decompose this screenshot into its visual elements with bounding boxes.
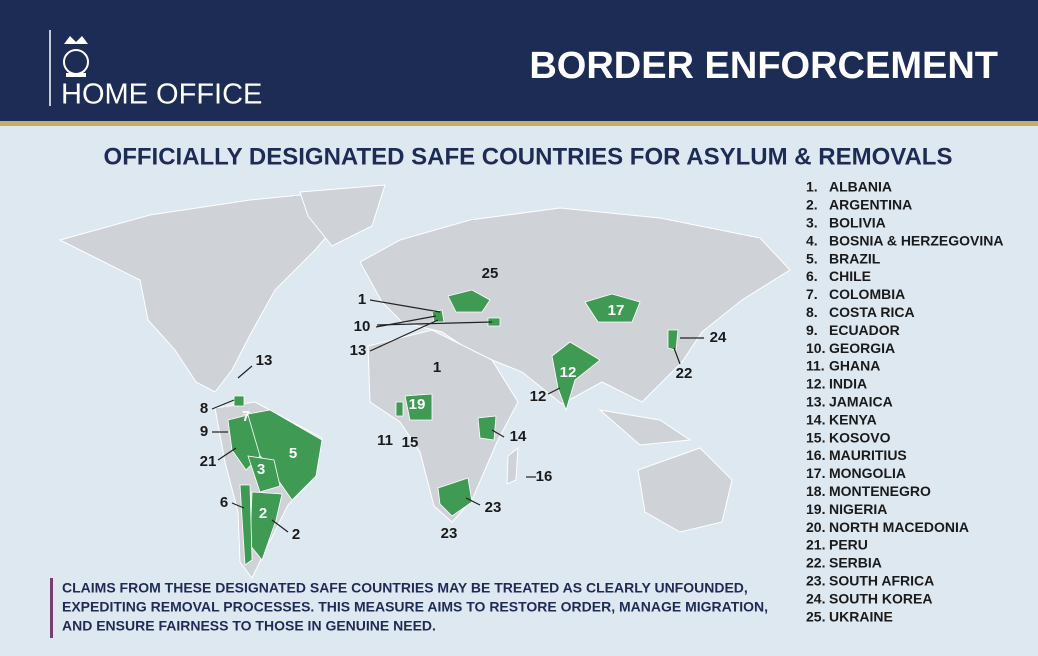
country-number: 20. (806, 519, 825, 535)
map-label: 22 (676, 365, 693, 382)
country-name: NORTH MACEDONIA (829, 519, 969, 535)
map-label: 6 (220, 494, 228, 511)
country-name: MONTENEGRO (829, 483, 931, 499)
country-name: JAMAICA (829, 394, 893, 410)
map-label: 17 (608, 302, 625, 319)
map-label: 2 (259, 505, 267, 522)
map-label: 10 (354, 318, 371, 335)
org-name: HOME OFFICE (61, 79, 262, 111)
country-number: 5. (806, 250, 818, 266)
country-number: 25. (806, 608, 825, 624)
footer-accent (50, 578, 53, 638)
country-number: 18. (806, 483, 825, 499)
map-label: 19 (409, 396, 426, 413)
map-label: 16 (536, 468, 553, 485)
map-label: 9 (200, 423, 208, 440)
map-label: 7 (242, 408, 250, 425)
crest (63, 36, 89, 77)
country-name: COSTA RICA (829, 304, 915, 320)
country-name: COLOMBIA (829, 286, 905, 302)
country-number: 4. (806, 232, 818, 248)
country-name: NIGERIA (829, 501, 887, 517)
country-number: 12. (806, 376, 825, 392)
map-label: 5 (289, 445, 297, 462)
country-number: 10. (806, 340, 825, 356)
country-name: MAURITIUS (829, 447, 907, 463)
country-number: 3. (806, 215, 818, 231)
map-label: 24 (710, 329, 727, 346)
country-number: 13. (806, 394, 825, 410)
map-label: 14 (510, 428, 527, 445)
map-label: 12 (560, 364, 577, 381)
map-label: 13 (256, 352, 273, 369)
country-name: INDIA (829, 376, 867, 392)
country-number: 8. (806, 304, 818, 320)
country-name: GHANA (829, 358, 880, 374)
map-label: 1 (358, 291, 366, 308)
map-label: 25 (482, 265, 499, 282)
country-number: 21. (806, 537, 825, 553)
country-number: 6. (806, 268, 818, 284)
country-number: 16. (806, 447, 825, 463)
country-number: 24. (806, 590, 825, 606)
country-number: 2. (806, 197, 818, 213)
map-label: 15 (402, 434, 419, 451)
map-label: 2 (292, 526, 300, 543)
country-number: 14. (806, 411, 825, 427)
subtitle: OFFICIALLY DESIGNATED SAFE COUNTRIES FOR… (104, 143, 953, 170)
country-name: BRAZIL (829, 250, 881, 266)
country-number: 11. (806, 358, 825, 374)
country-number: 9. (806, 322, 818, 338)
country-number: 1. (806, 179, 818, 195)
country-name: KOSOVO (829, 429, 891, 445)
map-label: 8 (200, 400, 208, 417)
country-name: PERU (829, 537, 868, 553)
country-name: KENYA (829, 411, 877, 427)
map-label: 11 (377, 432, 393, 449)
footer-text: AND ENSURE FAIRNESS TO THOSE IN GENUINE … (62, 618, 436, 634)
country-name: SOUTH AFRICA (829, 573, 934, 589)
map-label: 1 (433, 359, 441, 376)
country-name: BOSNIA & HERZEGOVINA (829, 232, 1004, 248)
map-label: 21 (200, 453, 217, 470)
country-name: MONGOLIA (829, 465, 906, 481)
footer-text: EXPEDITING REMOVAL PROCESSES. THIS MEASU… (62, 599, 768, 615)
map-label: 23 (485, 499, 502, 516)
country-number: 19. (806, 501, 825, 517)
country-name: SOUTH KOREA (829, 590, 932, 606)
country-name: SERBIA (829, 555, 882, 571)
map-label: 13 (350, 342, 367, 359)
country-number: 23. (806, 573, 825, 589)
country-number: 7. (806, 286, 818, 302)
header-bar (0, 0, 1038, 121)
country-name: ARGENTINA (829, 197, 912, 213)
world-map (58, 184, 791, 579)
map-label: 12 (530, 388, 547, 405)
country-name: BOLIVIA (829, 215, 886, 231)
country-name: ECUADOR (829, 322, 900, 338)
country-name: GEORGIA (829, 340, 895, 356)
country-name: CHILE (829, 268, 871, 284)
country-number: 22. (806, 555, 825, 571)
header-rule (0, 121, 1038, 126)
header-title: BORDER ENFORCEMENT (529, 45, 998, 87)
footer-text: CLAIMS FROM THESE DESIGNATED SAFE COUNTR… (62, 580, 748, 596)
country-name: UKRAINE (829, 608, 893, 624)
country-name: ALBANIA (829, 179, 892, 195)
map-label: 3 (257, 461, 265, 478)
map-label: 23 (441, 525, 458, 542)
country-number: 15. (806, 429, 825, 445)
country-number: 17. (806, 465, 825, 481)
